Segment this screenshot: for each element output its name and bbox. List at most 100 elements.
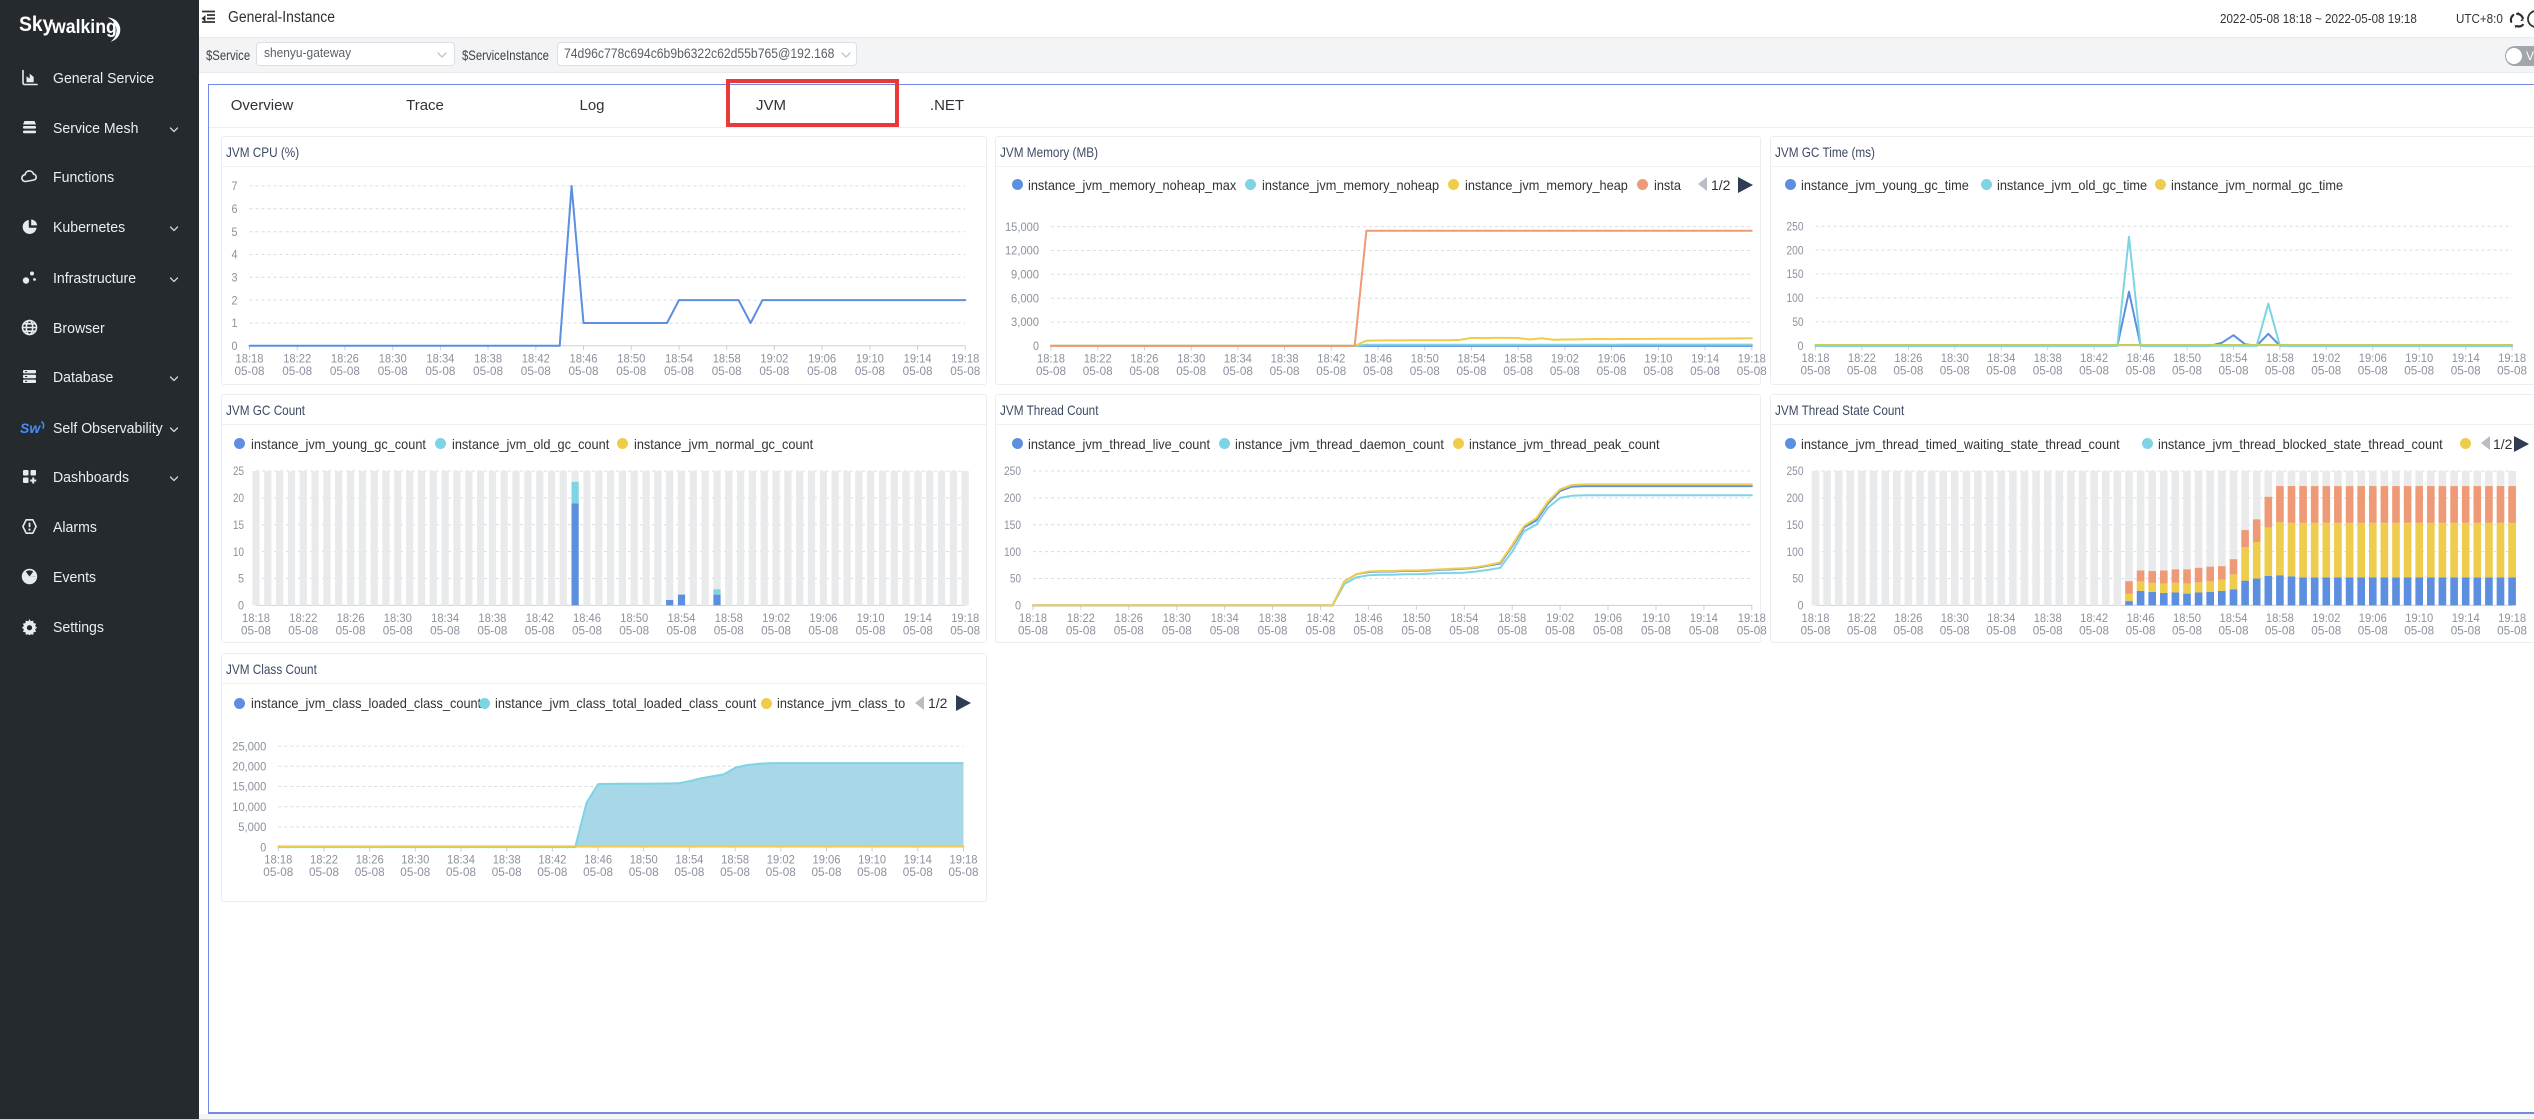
svg-text:18:30: 18:30 bbox=[384, 611, 412, 625]
svg-text:19:14: 19:14 bbox=[904, 351, 932, 365]
svg-text:19:10: 19:10 bbox=[1644, 351, 1672, 365]
svg-text:18:22: 18:22 bbox=[1067, 611, 1095, 625]
svg-text:18:50: 18:50 bbox=[630, 852, 658, 866]
svg-text:05-08: 05-08 bbox=[1401, 623, 1431, 637]
svg-text:05-08: 05-08 bbox=[2265, 363, 2295, 377]
svg-text:05-08: 05-08 bbox=[619, 623, 649, 637]
svg-text:25: 25 bbox=[233, 464, 244, 478]
svg-text:19:02: 19:02 bbox=[767, 852, 795, 866]
svg-text:18:50: 18:50 bbox=[1411, 351, 1439, 365]
svg-text:05-08: 05-08 bbox=[1801, 363, 1831, 377]
svg-text:5,000: 5,000 bbox=[238, 820, 266, 834]
svg-text:05-08: 05-08 bbox=[2126, 623, 2156, 637]
svg-text:05-08: 05-08 bbox=[2033, 623, 2063, 637]
svg-text:18:30: 18:30 bbox=[1177, 351, 1205, 365]
svg-text:05-08: 05-08 bbox=[1893, 623, 1923, 637]
svg-text:05-08: 05-08 bbox=[1129, 363, 1159, 377]
svg-text:250: 250 bbox=[1787, 219, 1804, 233]
svg-text:05-08: 05-08 bbox=[525, 623, 555, 637]
svg-text:05-08: 05-08 bbox=[766, 865, 796, 879]
svg-text:05-08: 05-08 bbox=[241, 623, 271, 637]
svg-text:19:14: 19:14 bbox=[1690, 611, 1718, 625]
svg-text:05-08: 05-08 bbox=[572, 623, 602, 637]
svg-text:150: 150 bbox=[1787, 518, 1804, 532]
svg-text:18:46: 18:46 bbox=[570, 351, 598, 365]
svg-text:19:18: 19:18 bbox=[1738, 351, 1766, 365]
svg-text:20,000: 20,000 bbox=[232, 759, 266, 773]
svg-text:18:26: 18:26 bbox=[1130, 351, 1158, 365]
svg-text:05-08: 05-08 bbox=[492, 865, 522, 879]
svg-text:05-08: 05-08 bbox=[1737, 623, 1767, 637]
svg-text:05-08: 05-08 bbox=[903, 865, 933, 879]
svg-text:05-08: 05-08 bbox=[430, 623, 460, 637]
svg-text:0: 0 bbox=[238, 599, 244, 613]
svg-text:3,000: 3,000 bbox=[1011, 315, 1039, 329]
svg-text:5: 5 bbox=[232, 224, 238, 238]
svg-text:19:14: 19:14 bbox=[904, 852, 932, 866]
svg-text:05-08: 05-08 bbox=[857, 865, 887, 879]
svg-text:19:14: 19:14 bbox=[904, 611, 932, 625]
svg-text:05-08: 05-08 bbox=[282, 363, 312, 377]
svg-text:18:34: 18:34 bbox=[1987, 611, 2015, 625]
svg-text:18:58: 18:58 bbox=[1498, 611, 1526, 625]
svg-text:05-08: 05-08 bbox=[1363, 363, 1393, 377]
svg-text:18:22: 18:22 bbox=[289, 611, 317, 625]
svg-text:18:38: 18:38 bbox=[478, 611, 506, 625]
svg-text:18:58: 18:58 bbox=[2266, 351, 2294, 365]
svg-text:0: 0 bbox=[260, 840, 266, 854]
svg-text:05-08: 05-08 bbox=[2404, 363, 2434, 377]
svg-text:05-08: 05-08 bbox=[288, 623, 318, 637]
svg-text:19:02: 19:02 bbox=[1551, 351, 1579, 365]
svg-text:05-08: 05-08 bbox=[949, 865, 979, 879]
svg-text:05-08: 05-08 bbox=[1737, 363, 1767, 377]
svg-text:19:06: 19:06 bbox=[2359, 351, 2387, 365]
svg-text:10: 10 bbox=[233, 545, 244, 559]
svg-text:05-08: 05-08 bbox=[629, 865, 659, 879]
svg-text:3: 3 bbox=[232, 270, 238, 284]
svg-text:05-08: 05-08 bbox=[2172, 623, 2202, 637]
svg-text:05-08: 05-08 bbox=[903, 363, 933, 377]
svg-text:4: 4 bbox=[232, 247, 238, 261]
svg-text:25,000: 25,000 bbox=[232, 739, 266, 753]
svg-text:05-08: 05-08 bbox=[855, 363, 885, 377]
svg-text:19:02: 19:02 bbox=[2312, 611, 2340, 625]
svg-text:18:34: 18:34 bbox=[1987, 351, 2015, 365]
svg-text:19:18: 19:18 bbox=[1738, 611, 1766, 625]
svg-text:18:42: 18:42 bbox=[1317, 351, 1345, 365]
svg-text:18:22: 18:22 bbox=[283, 351, 311, 365]
svg-text:9,000: 9,000 bbox=[1011, 267, 1039, 281]
svg-text:12,000: 12,000 bbox=[1005, 243, 1039, 257]
svg-text:18:34: 18:34 bbox=[426, 351, 454, 365]
svg-text:7: 7 bbox=[232, 179, 238, 193]
svg-text:18:46: 18:46 bbox=[1364, 351, 1392, 365]
svg-text:18:34: 18:34 bbox=[1224, 351, 1252, 365]
svg-text:05-08: 05-08 bbox=[808, 623, 838, 637]
svg-text:18:54: 18:54 bbox=[1450, 611, 1478, 625]
svg-text:18:34: 18:34 bbox=[447, 852, 475, 866]
svg-text:18:34: 18:34 bbox=[1211, 611, 1239, 625]
svg-text:05-08: 05-08 bbox=[2497, 623, 2527, 637]
svg-text:18:18: 18:18 bbox=[1037, 351, 1065, 365]
svg-text:19:14: 19:14 bbox=[1691, 351, 1719, 365]
svg-text:18:54: 18:54 bbox=[675, 852, 703, 866]
svg-text:250: 250 bbox=[1787, 464, 1804, 478]
svg-text:05-08: 05-08 bbox=[1593, 623, 1623, 637]
svg-text:18:34: 18:34 bbox=[431, 611, 459, 625]
svg-text:19:06: 19:06 bbox=[1598, 351, 1626, 365]
svg-text:100: 100 bbox=[1004, 545, 1021, 559]
svg-text:05-08: 05-08 bbox=[1986, 363, 2016, 377]
svg-text:05-08: 05-08 bbox=[1457, 363, 1487, 377]
svg-text:05-08: 05-08 bbox=[2358, 363, 2388, 377]
svg-text:05-08: 05-08 bbox=[477, 623, 507, 637]
svg-text:05-08: 05-08 bbox=[2079, 363, 2109, 377]
svg-text:0: 0 bbox=[1798, 599, 1804, 613]
svg-text:18:22: 18:22 bbox=[310, 852, 338, 866]
svg-text:15,000: 15,000 bbox=[232, 779, 266, 793]
svg-text:18:50: 18:50 bbox=[2173, 351, 2201, 365]
svg-text:05-08: 05-08 bbox=[714, 623, 744, 637]
svg-text:19:18: 19:18 bbox=[951, 351, 979, 365]
svg-text:19:14: 19:14 bbox=[2452, 351, 2480, 365]
svg-text:05-08: 05-08 bbox=[569, 363, 599, 377]
svg-text:15: 15 bbox=[233, 518, 244, 532]
svg-text:05-08: 05-08 bbox=[2126, 363, 2156, 377]
